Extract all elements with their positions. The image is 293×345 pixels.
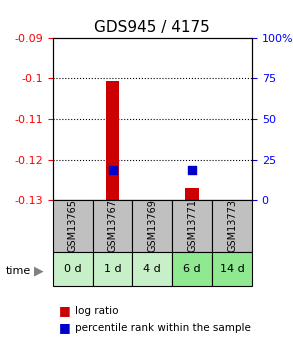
Text: 1 d: 1 d	[104, 264, 121, 274]
Text: GSM13767: GSM13767	[108, 199, 117, 253]
FancyBboxPatch shape	[212, 200, 252, 252]
FancyBboxPatch shape	[172, 252, 212, 286]
Text: GSM13765: GSM13765	[68, 199, 78, 253]
Text: 6 d: 6 d	[183, 264, 201, 274]
Text: 4 d: 4 d	[144, 264, 161, 274]
Text: percentile rank within the sample: percentile rank within the sample	[75, 323, 251, 333]
FancyBboxPatch shape	[93, 252, 132, 286]
Bar	[185, 188, 199, 200]
Text: ■: ■	[59, 321, 70, 334]
FancyBboxPatch shape	[132, 200, 172, 252]
Text: 14 d: 14 d	[220, 264, 244, 274]
Text: log ratio: log ratio	[75, 306, 118, 315]
Title: GDS945 / 4175: GDS945 / 4175	[94, 20, 210, 36]
FancyBboxPatch shape	[93, 200, 132, 252]
Text: ■: ■	[59, 304, 70, 317]
FancyBboxPatch shape	[132, 252, 172, 286]
FancyBboxPatch shape	[53, 200, 93, 252]
FancyBboxPatch shape	[212, 252, 252, 286]
Text: 0 d: 0 d	[64, 264, 81, 274]
Text: GSM13769: GSM13769	[147, 199, 157, 253]
Text: GSM13773: GSM13773	[227, 199, 237, 253]
Text: time: time	[6, 266, 31, 276]
Text: GSM13771: GSM13771	[187, 199, 197, 253]
FancyBboxPatch shape	[53, 252, 93, 286]
Point	[190, 167, 195, 172]
Bar	[105, 80, 120, 200]
Point	[110, 167, 115, 172]
Text: ▶: ▶	[34, 264, 43, 277]
FancyBboxPatch shape	[172, 200, 212, 252]
